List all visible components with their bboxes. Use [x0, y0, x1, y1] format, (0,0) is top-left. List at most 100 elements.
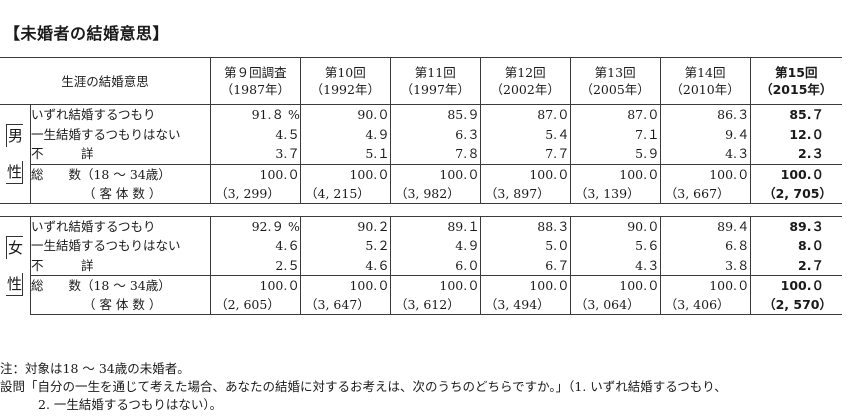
table-cell: （3, 494） — [479, 295, 571, 315]
table-cell: （2, 605） — [209, 295, 301, 315]
table-cell: 90.２ — [299, 216, 391, 236]
table-cell: （3, 299） — [209, 183, 301, 203]
gender-label: 男 — [6, 123, 24, 147]
table-cell: 7.８ — [389, 144, 481, 164]
table-cell: 4.９ — [389, 236, 481, 256]
col-header: 第13回 （2005年） — [569, 57, 661, 105]
table-row: 女性 いずれ結婚するつもり 92.９ % 90.２ 89.１ 88.３ 90.０ 89.４ 89… — [0, 216, 842, 296]
table-cell: 5.９ — [569, 144, 661, 164]
table-cell: 89.４ — [659, 216, 751, 236]
table-cell: 2.５ — [209, 255, 301, 276]
group-gap — [0, 202, 842, 217]
table-cell: 87.０ — [479, 104, 571, 125]
page-title: 【未婚者の結婚意思】 — [4, 24, 170, 43]
table-cell: 5.２ — [299, 236, 391, 256]
table-header-row: 生涯の結婚意思 第９回調査 （1987年） 第10回 （1992年） 第11回 （19… — [0, 57, 842, 105]
table-cell: 7.７ — [479, 144, 571, 164]
table-cell: 92.９ % — [209, 216, 301, 236]
female-group-label: 女性 — [0, 216, 30, 315]
col-header: 第11回 （1997年） — [389, 57, 481, 105]
table-cell: 100.０ — [749, 275, 842, 295]
table-cell: 100.０ — [389, 275, 481, 295]
table-cell: 100.０ — [479, 163, 571, 184]
total-label: 総 数（18 ～ 34歳） — [29, 163, 211, 184]
table-cell: 90.０ — [569, 216, 661, 236]
table-cell: （4, 215） — [299, 183, 391, 203]
table-cell: 12.０ — [749, 124, 842, 144]
table-cell: 87.０ — [569, 104, 661, 125]
row-label: 不 詳 — [29, 144, 211, 164]
table-cell: 2.３ — [749, 144, 842, 164]
marriage-intention-table: 生涯の結婚意思 第９回調査 （1987年） 第10回 （1992年） 第11回 （19… — [0, 57, 842, 315]
row-label: 一生結婚するつもりはない — [29, 124, 211, 144]
table-cell: （3, 139） — [569, 183, 661, 203]
table-cell: 100.０ — [299, 163, 391, 184]
table-cell: 85.７ — [749, 104, 842, 125]
col-header-latest: 第15回 （2015年） — [749, 57, 842, 105]
row-label: いずれ結婚するつもり — [29, 216, 211, 236]
total-row: 総 数（18 ～ 34歳） 100.０ 100.０ 100.０ 100.０ 100.０ 10… — [0, 275, 842, 295]
table-cell: 6.３ — [389, 124, 481, 144]
row-label-header: 生涯の結婚意思 — [0, 57, 211, 105]
count-row: （ 客 体 数 ）（2, 605） （3, 647） （3, 612） （3, 494… — [0, 295, 842, 315]
table-cell: （3, 612） — [389, 295, 481, 315]
col-header: 第10回 （1992年） — [299, 57, 391, 105]
note-question: 設問「自分の一生を通じて考えた場合、あなたの結婚に対するお考えは、次のうちのどち… — [0, 379, 727, 394]
table-cell: （3, 667） — [659, 183, 751, 203]
table-row: 不 詳 2.５ 4.６ 6.０ 6.７ 4.３ 3.８ 2.７ — [0, 255, 842, 276]
table-cell: 6.０ — [389, 255, 481, 276]
table-cell: 4.６ — [209, 236, 301, 256]
table-cell: 100.０ — [209, 275, 301, 295]
row-label: 不 詳 — [29, 255, 211, 276]
table-cell: 3.８ — [659, 255, 751, 276]
table-cell: 4.５ — [209, 124, 301, 144]
table-cell: 100.０ — [749, 163, 842, 184]
table-cell: 6.７ — [479, 255, 571, 276]
table-cell: （3, 897） — [479, 183, 571, 203]
row-label: 一生結婚するつもりはない — [29, 236, 211, 256]
table-cell: 5.４ — [479, 124, 571, 144]
table-cell: 2.７ — [749, 255, 842, 276]
table-cell: 100.０ — [569, 275, 661, 295]
table-row: 不 詳 3.７ 5.１ 7.８ 7.７ 5.９ 4.３ 2.３ — [0, 144, 842, 164]
table-cell: 5.０ — [479, 236, 571, 256]
gender-label: 性 — [6, 160, 24, 184]
col-header: 第14回 （2010年） — [659, 57, 751, 105]
table-row: 一生結婚するつもりはない 4.５ 4.９ 6.３ 5.４ 7.１ 9.４ 12.０ — [0, 124, 842, 144]
table-cell: 6.８ — [659, 236, 751, 256]
table-cell: 86.３ — [659, 104, 751, 125]
table-cell: 100.０ — [659, 275, 751, 295]
table-cell: 85.９ — [389, 104, 481, 125]
table-cell: （3, 647） — [299, 295, 391, 315]
table-row: 男性いずれ結婚するつもり 91.８ % 90.０ 85.９ 87.０ 87.０ 86.３ 85… — [0, 104, 842, 184]
table-cell: 4.９ — [299, 124, 391, 144]
table-cell: 5.６ — [569, 236, 661, 256]
note-target: 注：対象は18 ～ 34歳の未婚者。 — [0, 361, 190, 376]
table-cell: 8.０ — [749, 236, 842, 256]
table-cell: 4.３ — [569, 255, 661, 276]
male-group-label: 男性 — [0, 105, 30, 204]
table-cell: 100.０ — [389, 163, 481, 184]
table-cell: 88.３ — [479, 216, 571, 236]
count-label: （ 客 体 数 ） — [29, 183, 211, 203]
count-row: （ 客 体 数 ）（3, 299） （4, 215） （3, 982） （3, 897… — [0, 183, 842, 203]
table-cell: （3, 982） — [389, 183, 481, 203]
table-cell: 7.１ — [569, 124, 661, 144]
total-label: 総 数（18 ～ 34歳） — [29, 275, 211, 295]
table-cell: 100.０ — [569, 163, 661, 184]
gender-label: 女 — [6, 235, 24, 259]
note-question-cont: 2. 一生結婚するつもりはない）。 — [38, 397, 223, 412]
table-cell: 9.４ — [659, 124, 751, 144]
count-label: （ 客 体 数 ） — [29, 295, 211, 315]
table-cell: 100.０ — [479, 275, 571, 295]
table-cell: 100.０ — [299, 275, 391, 295]
table-cell: 100.０ — [209, 163, 301, 184]
group-gap-cell — [0, 202, 842, 217]
table-cell: 4.６ — [299, 255, 391, 276]
col-header: 第12回 （2002年） — [479, 57, 571, 105]
table-cell: 4.３ — [659, 144, 751, 164]
col-header: 第９回調査 （1987年） — [209, 57, 301, 105]
table-cell: 89.３ — [749, 216, 842, 236]
table-cell: 90.０ — [299, 104, 391, 125]
row-label: いずれ結婚するつもり — [29, 104, 211, 125]
